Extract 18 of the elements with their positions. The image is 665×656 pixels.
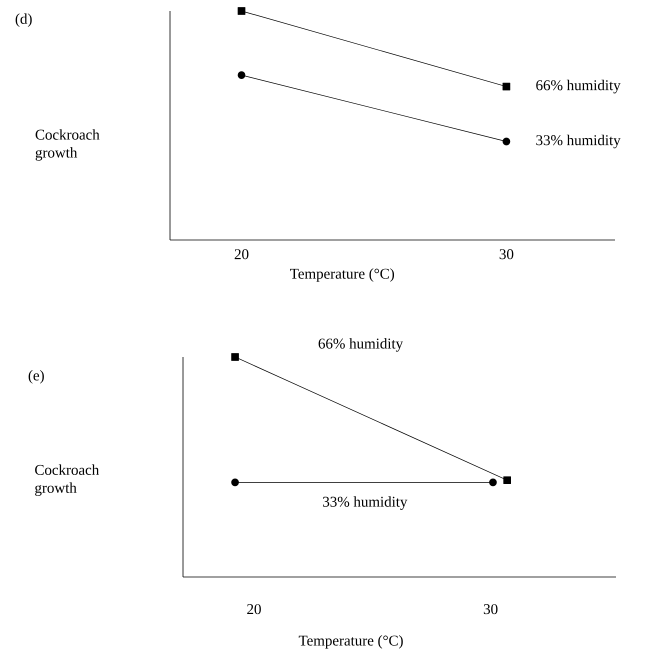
text: (e) [28,370,44,384]
x-axis-title: Temperature (°C) [298,635,403,649]
point [238,7,246,15]
x-tick-label: 30 [484,604,498,614]
series-label: 33% humidity [323,496,408,510]
series-label: 66% humidity [536,80,621,94]
series-label: 33% humidity [536,134,621,148]
point [238,71,246,79]
text: (d) [16,13,32,27]
x-tick-label: 30 [500,249,514,260]
x-tick-label: 20 [234,249,248,260]
point [502,138,510,146]
y-axis-title: Cockroach growth [36,129,100,161]
text: 66% humidity [318,338,404,352]
x-tick-label: 20 [247,604,261,614]
point [502,82,510,90]
y-axis-title: Cockroach growth [35,464,100,496]
x-axis-title: Temperature (°C) [290,268,394,282]
